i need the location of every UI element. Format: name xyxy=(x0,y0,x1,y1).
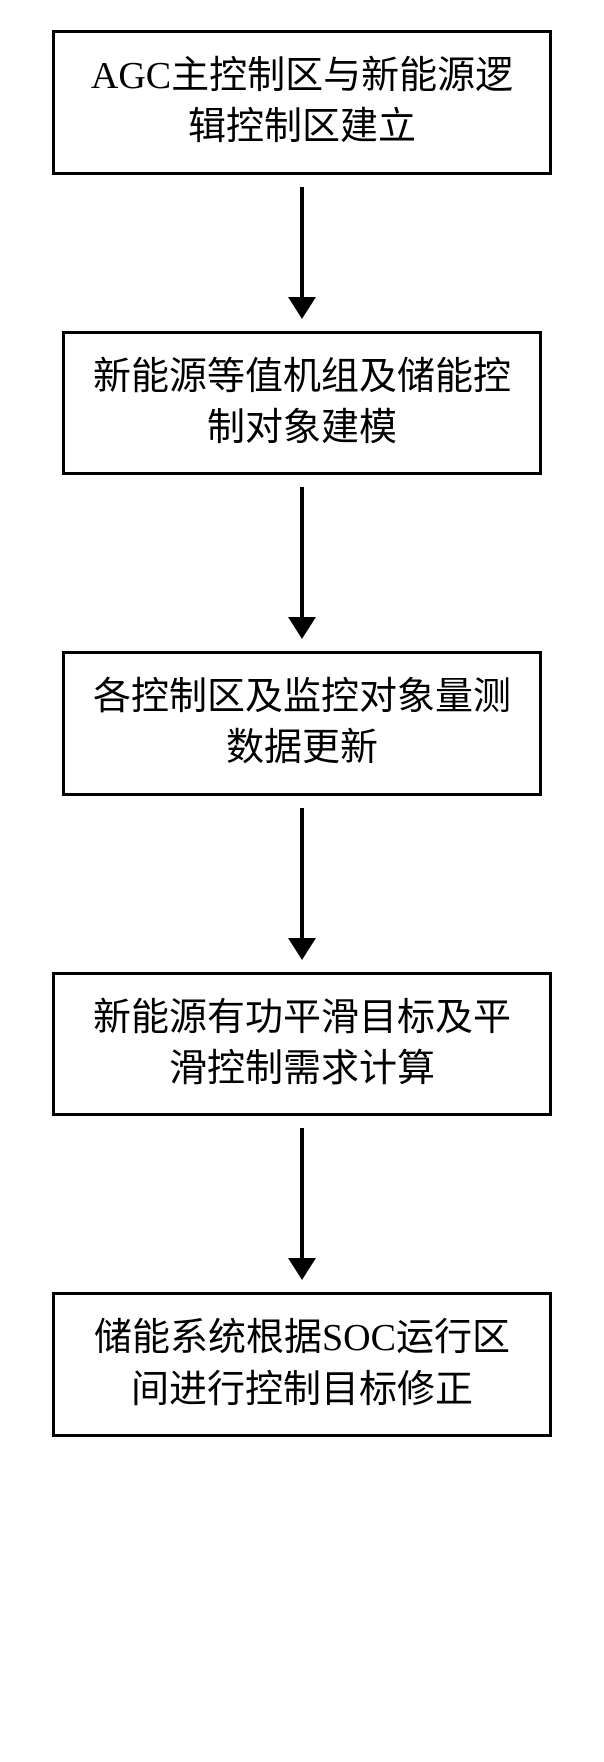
flow-step-3: 各控制区及监控对象量测数据更新 xyxy=(62,651,542,796)
flow-step-1: AGC主控制区与新能源逻辑控制区建立 xyxy=(52,30,552,175)
arrow-head xyxy=(288,938,316,960)
arrow-line xyxy=(300,1128,304,1258)
flow-arrow-2 xyxy=(288,487,316,639)
flow-step-3-text: 各控制区及监控对象量测数据更新 xyxy=(93,676,511,769)
flow-arrow-1 xyxy=(288,187,316,319)
arrow-head xyxy=(288,617,316,639)
flow-step-1-text: AGC主控制区与新能源逻辑控制区建立 xyxy=(91,55,513,148)
flow-step-2: 新能源等值机组及储能控制对象建模 xyxy=(62,331,542,476)
flow-arrow-3 xyxy=(288,808,316,960)
flow-step-2-text: 新能源等值机组及储能控制对象建模 xyxy=(93,356,511,449)
flow-step-5: 储能系统根据SOC运行区间进行控制目标修正 xyxy=(52,1292,552,1437)
arrow-head xyxy=(288,1258,316,1280)
flow-step-4: 新能源有功平滑目标及平滑控制需求计算 xyxy=(52,972,552,1117)
flow-step-5-text: 储能系统根据SOC运行区间进行控制目标修正 xyxy=(94,1317,510,1410)
arrow-line xyxy=(300,487,304,617)
flow-arrow-4 xyxy=(288,1128,316,1280)
arrow-head xyxy=(288,297,316,319)
flow-step-4-text: 新能源有功平滑目标及平滑控制需求计算 xyxy=(93,997,511,1090)
flowchart-container: AGC主控制区与新能源逻辑控制区建立 新能源等值机组及储能控制对象建模 各控制区… xyxy=(0,0,604,1467)
arrow-line xyxy=(300,187,304,297)
arrow-line xyxy=(300,808,304,938)
